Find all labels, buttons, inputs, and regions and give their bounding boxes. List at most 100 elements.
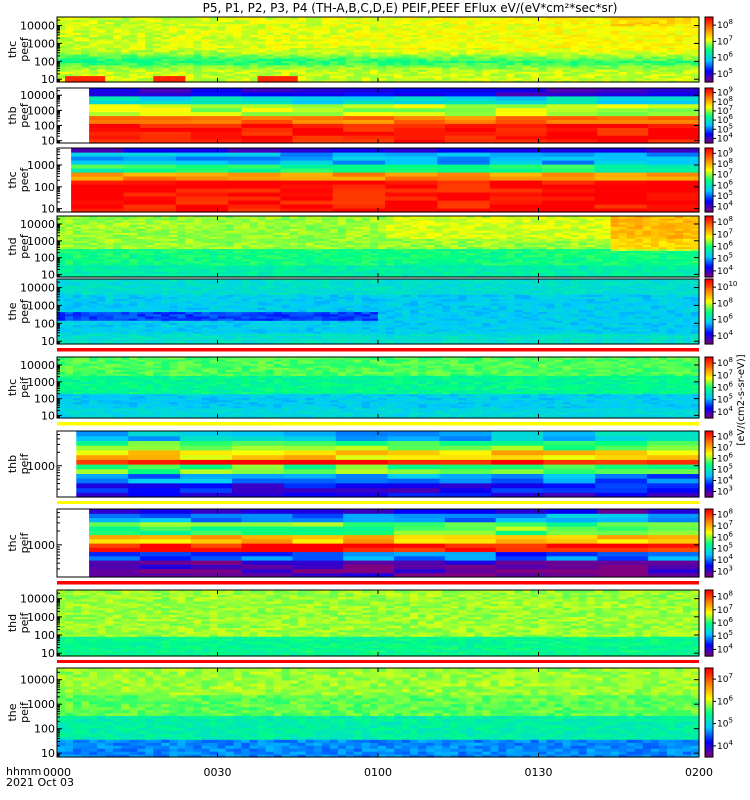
heatmap-cell xyxy=(333,180,386,185)
heatmap-cell xyxy=(333,156,386,161)
heatmap-cell xyxy=(333,176,386,181)
heatmap-cell xyxy=(547,96,598,101)
heatmap-cell xyxy=(437,200,490,205)
heatmap-cell xyxy=(176,200,229,205)
heatmap-cell xyxy=(242,112,293,117)
heatmap-cell xyxy=(191,108,242,113)
heatmap-cell xyxy=(89,127,140,132)
heatmap-cell xyxy=(292,131,343,136)
heatmap-cell xyxy=(496,135,547,140)
heatmap-cell xyxy=(71,180,124,185)
heatmap-cell xyxy=(292,135,343,140)
heatmap-cell xyxy=(445,112,496,117)
heatmap-cell xyxy=(242,108,293,113)
heatmap-cell xyxy=(228,188,281,193)
heatmap-cell xyxy=(542,156,595,161)
heatmap-cell xyxy=(228,196,281,201)
heatmap-cell xyxy=(496,119,547,124)
heatmap-cell xyxy=(542,184,595,189)
heatmap-cell xyxy=(647,188,700,193)
heatmap-cell xyxy=(89,119,140,124)
heatmap-cell xyxy=(140,112,191,117)
heatmap-cell xyxy=(490,160,543,165)
heatmap-cell xyxy=(648,119,699,124)
heatmap-cell xyxy=(242,104,293,109)
heatmap-cell xyxy=(437,160,490,165)
heatmap-cell xyxy=(647,204,700,209)
heatmap-cell xyxy=(437,156,490,161)
heatmap-cell xyxy=(437,148,490,153)
heatmap-cell xyxy=(437,164,490,169)
heatmap-cell xyxy=(242,131,293,136)
heatmap-cell xyxy=(292,88,343,93)
heatmap-cell xyxy=(437,184,490,189)
heatmap-cell xyxy=(594,156,647,161)
heatmap-cell xyxy=(123,184,176,189)
y-tick-label: 1000 xyxy=(27,37,55,50)
heatmap-cell xyxy=(437,196,490,201)
heatmap-cell xyxy=(490,200,543,205)
heatmap-cell xyxy=(228,176,281,181)
heatmap-cell xyxy=(123,192,176,197)
heatmap-cell xyxy=(648,116,699,121)
heatmap-cell xyxy=(490,172,543,177)
panel-product-label: peef xyxy=(18,102,31,128)
heatmap-cell xyxy=(594,172,647,177)
heatmap-cell xyxy=(333,152,386,157)
heatmap-cell xyxy=(594,180,647,185)
heatmap-cell xyxy=(140,96,191,101)
heatmap-cell xyxy=(280,148,333,153)
heatmap-cell xyxy=(71,156,124,161)
heatmap-cell xyxy=(648,92,699,97)
heatmap-cell xyxy=(490,184,543,189)
heatmap-cell xyxy=(437,172,490,177)
heatmap-cell xyxy=(191,131,242,136)
heatmap-cell xyxy=(292,104,343,109)
heatmap-cell xyxy=(496,88,547,93)
heatmap-cell xyxy=(445,119,496,124)
heatmap-cell xyxy=(123,204,176,209)
heatmap-cell xyxy=(228,204,281,209)
heatmap-cell xyxy=(547,127,598,132)
heatmap-cell xyxy=(123,156,176,161)
heatmap-cell xyxy=(292,127,343,132)
heatmap-cell xyxy=(394,92,445,97)
heatmap-cell xyxy=(228,192,281,197)
heatmap-cell xyxy=(597,112,648,117)
heatmap-cell xyxy=(490,188,543,193)
heatmap-cell xyxy=(71,172,124,177)
heatmap-cell xyxy=(123,152,176,157)
heatmap-cells xyxy=(89,88,700,144)
heatmap-cell xyxy=(71,152,124,157)
heatmap-cell xyxy=(123,200,176,205)
heatmap-cell xyxy=(176,184,229,189)
heatmap-cell xyxy=(71,196,124,201)
heatmap-cell xyxy=(490,192,543,197)
heatmap-cell xyxy=(191,104,242,109)
heatmap-cell xyxy=(89,92,140,97)
heatmap-cell xyxy=(594,196,647,201)
heatmap-cell xyxy=(343,116,394,121)
heatmap-cell xyxy=(191,112,242,117)
y-tick-label: 1000 xyxy=(27,104,55,117)
heatmap-cell xyxy=(242,123,293,128)
colorbar-tick-label: 108 xyxy=(717,18,733,31)
heatmap-cell xyxy=(547,112,598,117)
heatmap-cell xyxy=(191,92,242,97)
heatmap-cell xyxy=(385,188,438,193)
heatmap-cell xyxy=(385,172,438,177)
heatmap-cell xyxy=(228,172,281,177)
heatmap-cell xyxy=(385,200,438,205)
heatmap-cell xyxy=(542,200,595,205)
heatmap-cell xyxy=(280,196,333,201)
heatmap-cell xyxy=(445,108,496,113)
heatmap-cell xyxy=(228,160,281,165)
heatmap-cell xyxy=(394,96,445,101)
heatmap-cell xyxy=(542,152,595,157)
heatmap-cell xyxy=(394,123,445,128)
heatmap-cell xyxy=(597,108,648,113)
heatmap-cell xyxy=(597,96,648,101)
